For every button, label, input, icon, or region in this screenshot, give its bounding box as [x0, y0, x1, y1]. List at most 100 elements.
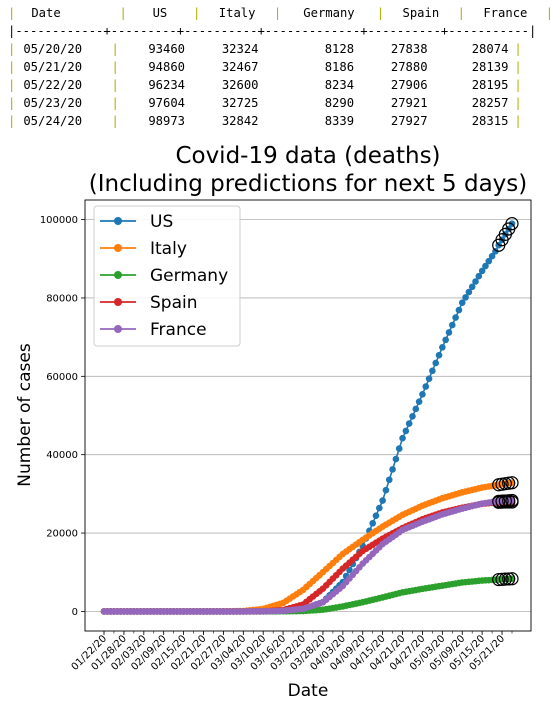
legend-label: Germany [150, 266, 228, 286]
legend-item-germany: Germany [100, 266, 228, 286]
series-line-italy [104, 481, 513, 613]
data-point [405, 420, 413, 427]
table-cell: 8234 [324, 78, 355, 92]
table-cell: 05/22/20 [23, 78, 83, 92]
series-line-france [104, 499, 513, 613]
table-cell: 05/23/20 [23, 96, 83, 110]
data-point [485, 257, 493, 265]
table-cell: 93460 [148, 42, 186, 56]
prediction-marker [505, 217, 519, 231]
prediction-marker [495, 494, 509, 508]
table-row: | 05/23/20 | 97604 32725 8290 27921 28257 | [8, 96, 522, 110]
legend: US Italy Germany Spain France [93, 205, 241, 347]
legend-marker [114, 325, 122, 333]
data-point [455, 306, 463, 314]
table-cell: 98973 [148, 114, 186, 128]
data-point [425, 375, 433, 382]
table-cell: 97604 [148, 96, 186, 110]
data-point [508, 497, 516, 504]
data-point [419, 391, 426, 398]
table-cell: 28257 [471, 96, 509, 110]
prediction-marker [498, 572, 512, 586]
data-point [422, 383, 430, 390]
legend-item-spain: Spain [100, 293, 198, 313]
table-cell: 32725 [221, 96, 259, 110]
data-point [372, 512, 380, 519]
data-point [472, 278, 479, 285]
table-cell: 32842 [221, 114, 259, 128]
prediction-marker [502, 494, 516, 508]
prediction-marker [495, 572, 509, 586]
data-point [492, 248, 499, 255]
chart-title-line-2: (Including predictions for next 5 days) [89, 171, 528, 197]
legend-marker [114, 271, 122, 279]
data-point [432, 359, 440, 367]
table-header-france: France [483, 6, 528, 20]
prediction-marker [492, 494, 506, 509]
data-point [448, 321, 456, 329]
table-cell: 05/20/20 [23, 42, 83, 56]
table-cell: 32600 [221, 78, 259, 92]
data-point [379, 497, 386, 504]
table-cell: 28195 [471, 78, 509, 92]
legend-box [93, 205, 241, 347]
table-cell: 27880 [390, 60, 428, 74]
legend-marker [114, 298, 122, 306]
legend-label: Italy [150, 239, 187, 259]
data-point [429, 367, 436, 375]
data-point [458, 299, 466, 306]
table-header-date: Date [31, 6, 61, 20]
data-point [465, 288, 473, 296]
prediction-marker [505, 572, 519, 586]
series-italy [100, 476, 519, 615]
prediction-marker [502, 572, 516, 586]
table-cell: 8290 [324, 96, 355, 110]
legend-label: France [150, 320, 207, 340]
data-point [369, 519, 376, 527]
table-cell: 05/21/20 [23, 60, 83, 74]
table-cell: 8128 [324, 42, 355, 56]
data-point [402, 427, 410, 435]
legend-item-us: US [100, 212, 173, 232]
data-table: | Date | US | Italy | Germany | Spain | France | |---… [8, 4, 553, 130]
table-row: | 05/22/20 | 96234 32600 8234 27906 28195 | [8, 78, 522, 92]
data-point [439, 344, 446, 351]
data-point [385, 476, 393, 484]
plot-frame [84, 199, 532, 632]
legend-label: US [150, 212, 173, 232]
legend-marker [114, 217, 122, 225]
prediction-marker [492, 572, 506, 587]
table-cell: 27921 [390, 96, 428, 110]
table-header-us: US [152, 6, 168, 20]
data-point [412, 405, 420, 413]
table-cell: 28074 [471, 42, 509, 56]
series-layer [100, 217, 519, 615]
table-cell: 32324 [221, 42, 259, 56]
prediction-marker [498, 494, 512, 508]
data-point [409, 412, 416, 420]
data-point [395, 445, 403, 452]
data-point [442, 336, 449, 344]
table-cell: 05/24/20 [23, 114, 83, 128]
data-point [452, 314, 459, 321]
data-point [415, 398, 423, 405]
table-header-italy: Italy [218, 6, 256, 20]
table-header-spain: Spain [402, 6, 440, 20]
table-cell: 94860 [148, 60, 186, 74]
y-tick-label: 0 [72, 607, 78, 618]
data-point [376, 504, 383, 512]
data-point [399, 434, 406, 442]
y-tick-label: 80000 [46, 293, 78, 304]
y-tick-label: 20000 [46, 529, 78, 540]
legend-item-italy: Italy [100, 239, 187, 259]
table-rule: |------------+---------+----------+-----… [8, 24, 537, 38]
table-row: | 05/24/20 | 98973 32842 8339 27927 28315 | [8, 114, 522, 128]
series-france [100, 493, 519, 615]
table-cell: 28139 [471, 60, 509, 74]
table-cell: 32467 [221, 60, 259, 74]
data-point [468, 283, 476, 291]
y-tick-label: 100000 [40, 215, 78, 226]
table-cell: 27927 [390, 114, 428, 128]
table-cell: 8186 [324, 60, 355, 74]
data-point [488, 252, 496, 260]
